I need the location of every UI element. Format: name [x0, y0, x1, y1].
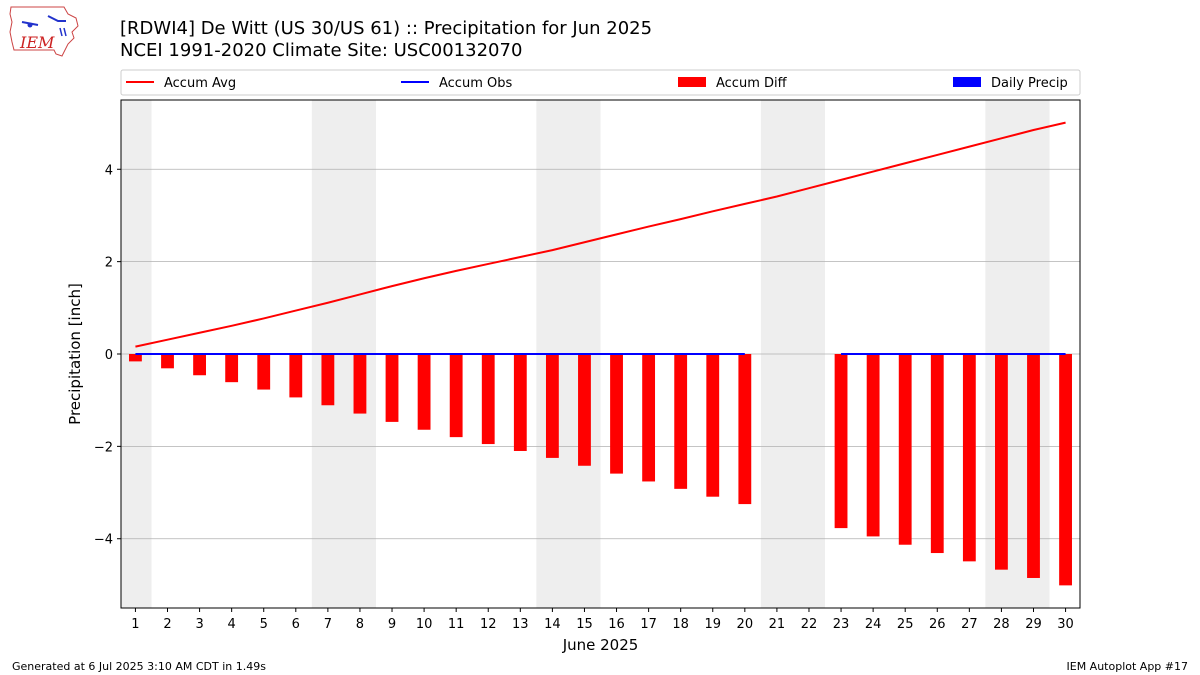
x-tick-label: 27: [961, 617, 978, 632]
x-tick-label: 11: [448, 617, 465, 632]
x-tick-label: 19: [704, 617, 721, 632]
y-tick-label: 0: [105, 348, 113, 363]
x-tick-label: 28: [993, 617, 1010, 632]
x-tick-label: 21: [769, 617, 786, 632]
accum-diff-bar: [417, 354, 431, 430]
iem-logo: IEM: [8, 4, 80, 62]
legend-label: Accum Obs: [439, 76, 512, 91]
accum-diff-bar: [289, 354, 303, 398]
y-tick-label: −2: [94, 440, 113, 455]
accum-diff-bar: [962, 354, 976, 562]
y-tick-label: −4: [94, 533, 113, 548]
accum-diff-bar: [129, 354, 142, 362]
x-tick-label: 12: [480, 617, 497, 632]
x-tick-label: 25: [897, 617, 914, 632]
legend-label: Daily Precip: [991, 76, 1068, 91]
x-tick-label: 26: [929, 617, 946, 632]
x-tick-label: 10: [416, 617, 433, 632]
x-tick-label: 6: [292, 617, 300, 632]
accum-diff-bar: [674, 354, 688, 489]
x-tick-label: 14: [544, 617, 561, 632]
accum-diff-bar: [995, 354, 1008, 570]
legend-box: [120, 69, 1081, 96]
x-tick-label: 13: [512, 617, 529, 632]
accum-diff-bar: [353, 354, 367, 414]
app-footer: IEM Autoplot App #17: [1066, 660, 1189, 673]
legend-label: Accum Avg: [164, 76, 236, 91]
x-tick-label: 9: [388, 617, 396, 632]
x-tick-label: 3: [195, 617, 203, 632]
accum-diff-bar: [161, 354, 174, 369]
accum-diff-bar: [257, 354, 271, 390]
x-tick-label: 23: [833, 617, 850, 632]
accum-diff-bar: [706, 354, 720, 497]
x-tick-label: 30: [1057, 617, 1074, 632]
accum-diff-bar: [481, 354, 495, 445]
x-tick-label: 7: [324, 617, 332, 632]
x-tick-label: 8: [356, 617, 364, 632]
accum-diff-bar: [545, 354, 559, 458]
y-tick-label: 2: [105, 256, 113, 271]
x-tick-label: 29: [1025, 617, 1042, 632]
x-tick-label: 1: [131, 617, 139, 632]
chart-title: [RDWI4] De Witt (US 30/US 61) :: Precipi…: [120, 18, 653, 39]
y-tick-label: 4: [105, 163, 113, 178]
accum-diff-bar: [321, 354, 335, 406]
accum-diff-bar: [385, 354, 399, 422]
generated-footer: Generated at 6 Jul 2025 3:10 AM CDT in 1…: [12, 660, 266, 673]
accum-diff-bar: [930, 354, 944, 554]
y-axis-label: Precipitation [inch]: [66, 283, 84, 425]
accum-diff-bar: [578, 354, 591, 466]
x-tick-label: 17: [640, 617, 657, 632]
legend-label: Accum Diff: [716, 76, 788, 91]
x-tick-label: 16: [608, 617, 625, 632]
accum-diff-bar: [193, 354, 206, 376]
svg-text:IEM: IEM: [19, 33, 55, 52]
accum-diff-bar: [610, 354, 623, 474]
accum-diff-bar: [898, 354, 912, 545]
x-tick-label: 15: [576, 617, 593, 632]
accum-diff-bar: [866, 354, 880, 537]
accum-avg-line: [135, 121, 1066, 348]
accum-diff-bar: [1027, 354, 1040, 578]
x-tick-label: 4: [228, 617, 236, 632]
x-tick-label: 5: [260, 617, 268, 632]
accum-diff-bar: [449, 354, 463, 438]
legend-swatch: [678, 77, 706, 87]
accum-diff-bar: [225, 354, 239, 383]
x-tick-label: 2: [163, 617, 171, 632]
accum-diff-bar: [642, 354, 656, 482]
x-tick-label: 18: [672, 617, 689, 632]
accum-diff-bar: [834, 354, 848, 529]
legend-swatch: [953, 77, 981, 87]
x-tick-label: 22: [801, 617, 818, 632]
x-axis-label: June 2025: [562, 636, 639, 654]
x-tick-label: 24: [865, 617, 882, 632]
x-tick-label: 20: [737, 617, 754, 632]
accum-diff-bar: [513, 354, 527, 451]
accum-diff-bar: [738, 354, 752, 505]
accum-diff-bar: [1059, 354, 1072, 586]
chart-subtitle: NCEI 1991-2020 Climate Site: USC00132070: [120, 40, 523, 61]
